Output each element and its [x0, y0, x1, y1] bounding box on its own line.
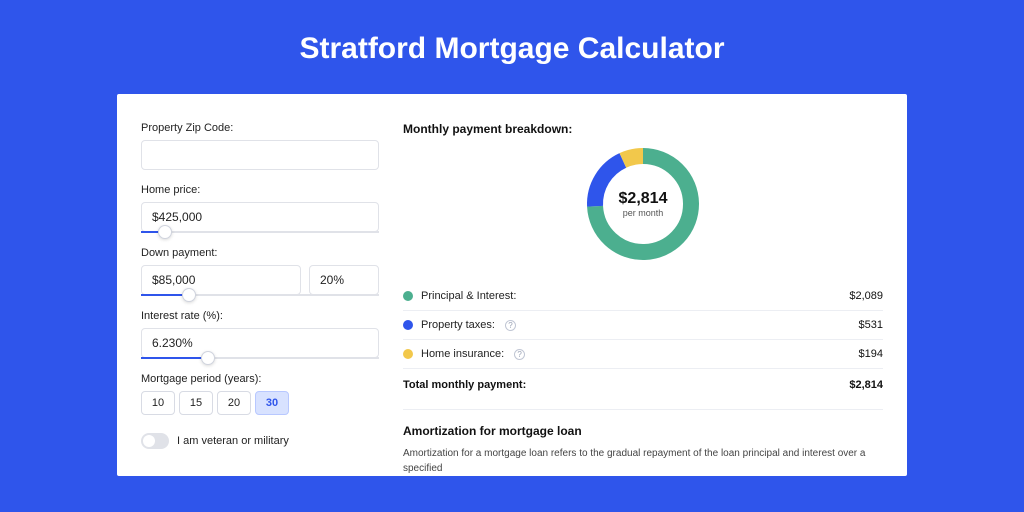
veteran-label: I am veteran or military — [177, 435, 289, 447]
period-label: Mortgage period (years): — [141, 373, 379, 385]
down-payment-input[interactable] — [141, 265, 301, 295]
slider-thumb[interactable] — [158, 225, 172, 239]
interest-input[interactable] — [141, 328, 379, 358]
home-price-input[interactable] — [141, 202, 379, 232]
legend-value: $2,089 — [849, 290, 883, 302]
legend: Principal & Interest: $2,089 Property taxe… — [403, 282, 883, 368]
info-icon[interactable]: ? — [505, 320, 516, 331]
period-field-group: Mortgage period (years): 10152030 — [141, 373, 379, 415]
interest-slider[interactable] — [141, 357, 379, 359]
legend-dot — [403, 291, 413, 301]
zip-label: Property Zip Code: — [141, 122, 379, 134]
slider-thumb[interactable] — [201, 351, 215, 365]
legend-label: Principal & Interest: — [421, 290, 516, 302]
period-option-30[interactable]: 30 — [255, 391, 289, 415]
legend-row: Home insurance:? $194 — [403, 340, 883, 368]
interest-field-group: Interest rate (%): — [141, 310, 379, 359]
info-icon[interactable]: ? — [514, 349, 525, 360]
home-price-label: Home price: — [141, 184, 379, 196]
donut-chart: $2,814 per month — [583, 144, 703, 264]
legend-label: Property taxes: — [421, 319, 495, 331]
zip-field-group: Property Zip Code: — [141, 122, 379, 170]
form-column: Property Zip Code: Home price: Down paym… — [141, 122, 379, 476]
down-payment-label: Down payment: — [141, 247, 379, 259]
veteran-toggle-row: I am veteran or military — [141, 433, 379, 449]
donut-chart-wrap: $2,814 per month — [403, 144, 883, 264]
zip-input[interactable] — [141, 140, 379, 170]
amortization-text: Amortization for a mortgage loan refers … — [403, 446, 883, 476]
home-price-field-group: Home price: — [141, 184, 379, 233]
total-row: Total monthly payment: $2,814 — [403, 368, 883, 405]
period-option-10[interactable]: 10 — [141, 391, 175, 415]
calculator-card: Property Zip Code: Home price: Down paym… — [117, 94, 907, 476]
donut-sub: per month — [619, 208, 668, 218]
down-payment-field-group: Down payment: — [141, 247, 379, 296]
toggle-knob — [143, 435, 155, 447]
veteran-toggle[interactable] — [141, 433, 169, 449]
slider-thumb[interactable] — [182, 288, 196, 302]
breakdown-column: Monthly payment breakdown: $2,814 per mo… — [403, 122, 883, 476]
down-payment-pct-input[interactable] — [309, 265, 379, 295]
legend-row: Principal & Interest: $2,089 — [403, 282, 883, 311]
page-title: Stratford Mortgage Calculator — [299, 32, 724, 66]
legend-row: Property taxes:? $531 — [403, 311, 883, 340]
period-option-15[interactable]: 15 — [179, 391, 213, 415]
total-value: $2,814 — [849, 379, 883, 391]
legend-dot — [403, 349, 413, 359]
amortization-heading: Amortization for mortgage loan — [403, 424, 883, 438]
home-price-slider[interactable] — [141, 231, 379, 233]
legend-label: Home insurance: — [421, 348, 504, 360]
legend-value: $194 — [859, 348, 883, 360]
total-label: Total monthly payment: — [403, 379, 526, 391]
breakdown-heading: Monthly payment breakdown: — [403, 122, 883, 136]
donut-amount: $2,814 — [619, 190, 668, 208]
legend-value: $531 — [859, 319, 883, 331]
down-payment-slider[interactable] — [141, 294, 379, 296]
amortization-block: Amortization for mortgage loan Amortizat… — [403, 409, 883, 476]
interest-label: Interest rate (%): — [141, 310, 379, 322]
period-option-20[interactable]: 20 — [217, 391, 251, 415]
legend-dot — [403, 320, 413, 330]
